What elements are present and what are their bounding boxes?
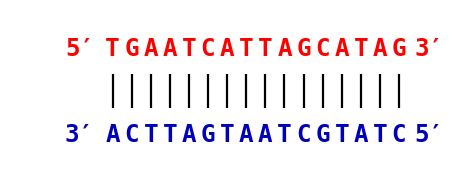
Text: G: G: [296, 37, 311, 61]
Text: A: A: [373, 37, 387, 61]
Text: 3′: 3′: [65, 123, 94, 147]
Text: T: T: [163, 123, 177, 147]
Text: A: A: [144, 37, 158, 61]
Text: T: T: [258, 37, 273, 61]
Text: T: T: [373, 123, 387, 147]
Text: T: T: [277, 123, 292, 147]
Text: G: G: [315, 123, 330, 147]
Text: T: T: [354, 37, 368, 61]
Text: 3′: 3′: [414, 37, 443, 61]
Text: 5′: 5′: [414, 123, 443, 147]
Text: T: T: [182, 37, 196, 61]
Text: A: A: [277, 37, 292, 61]
Text: G: G: [392, 37, 406, 61]
Text: G: G: [124, 37, 139, 61]
Text: T: T: [335, 123, 349, 147]
Text: T: T: [105, 37, 120, 61]
Text: A: A: [258, 123, 273, 147]
Text: A: A: [220, 37, 235, 61]
Text: C: C: [315, 37, 330, 61]
Text: C: C: [392, 123, 406, 147]
Text: 5′: 5′: [65, 37, 94, 61]
Text: T: T: [220, 123, 235, 147]
Text: A: A: [182, 123, 196, 147]
Text: T: T: [144, 123, 158, 147]
Text: C: C: [296, 123, 311, 147]
Text: A: A: [105, 123, 120, 147]
Text: T: T: [239, 37, 254, 61]
Text: A: A: [239, 123, 254, 147]
Text: A: A: [163, 37, 177, 61]
Text: G: G: [201, 123, 215, 147]
Text: C: C: [201, 37, 215, 61]
Text: A: A: [354, 123, 368, 147]
Text: A: A: [335, 37, 349, 61]
Text: C: C: [124, 123, 139, 147]
